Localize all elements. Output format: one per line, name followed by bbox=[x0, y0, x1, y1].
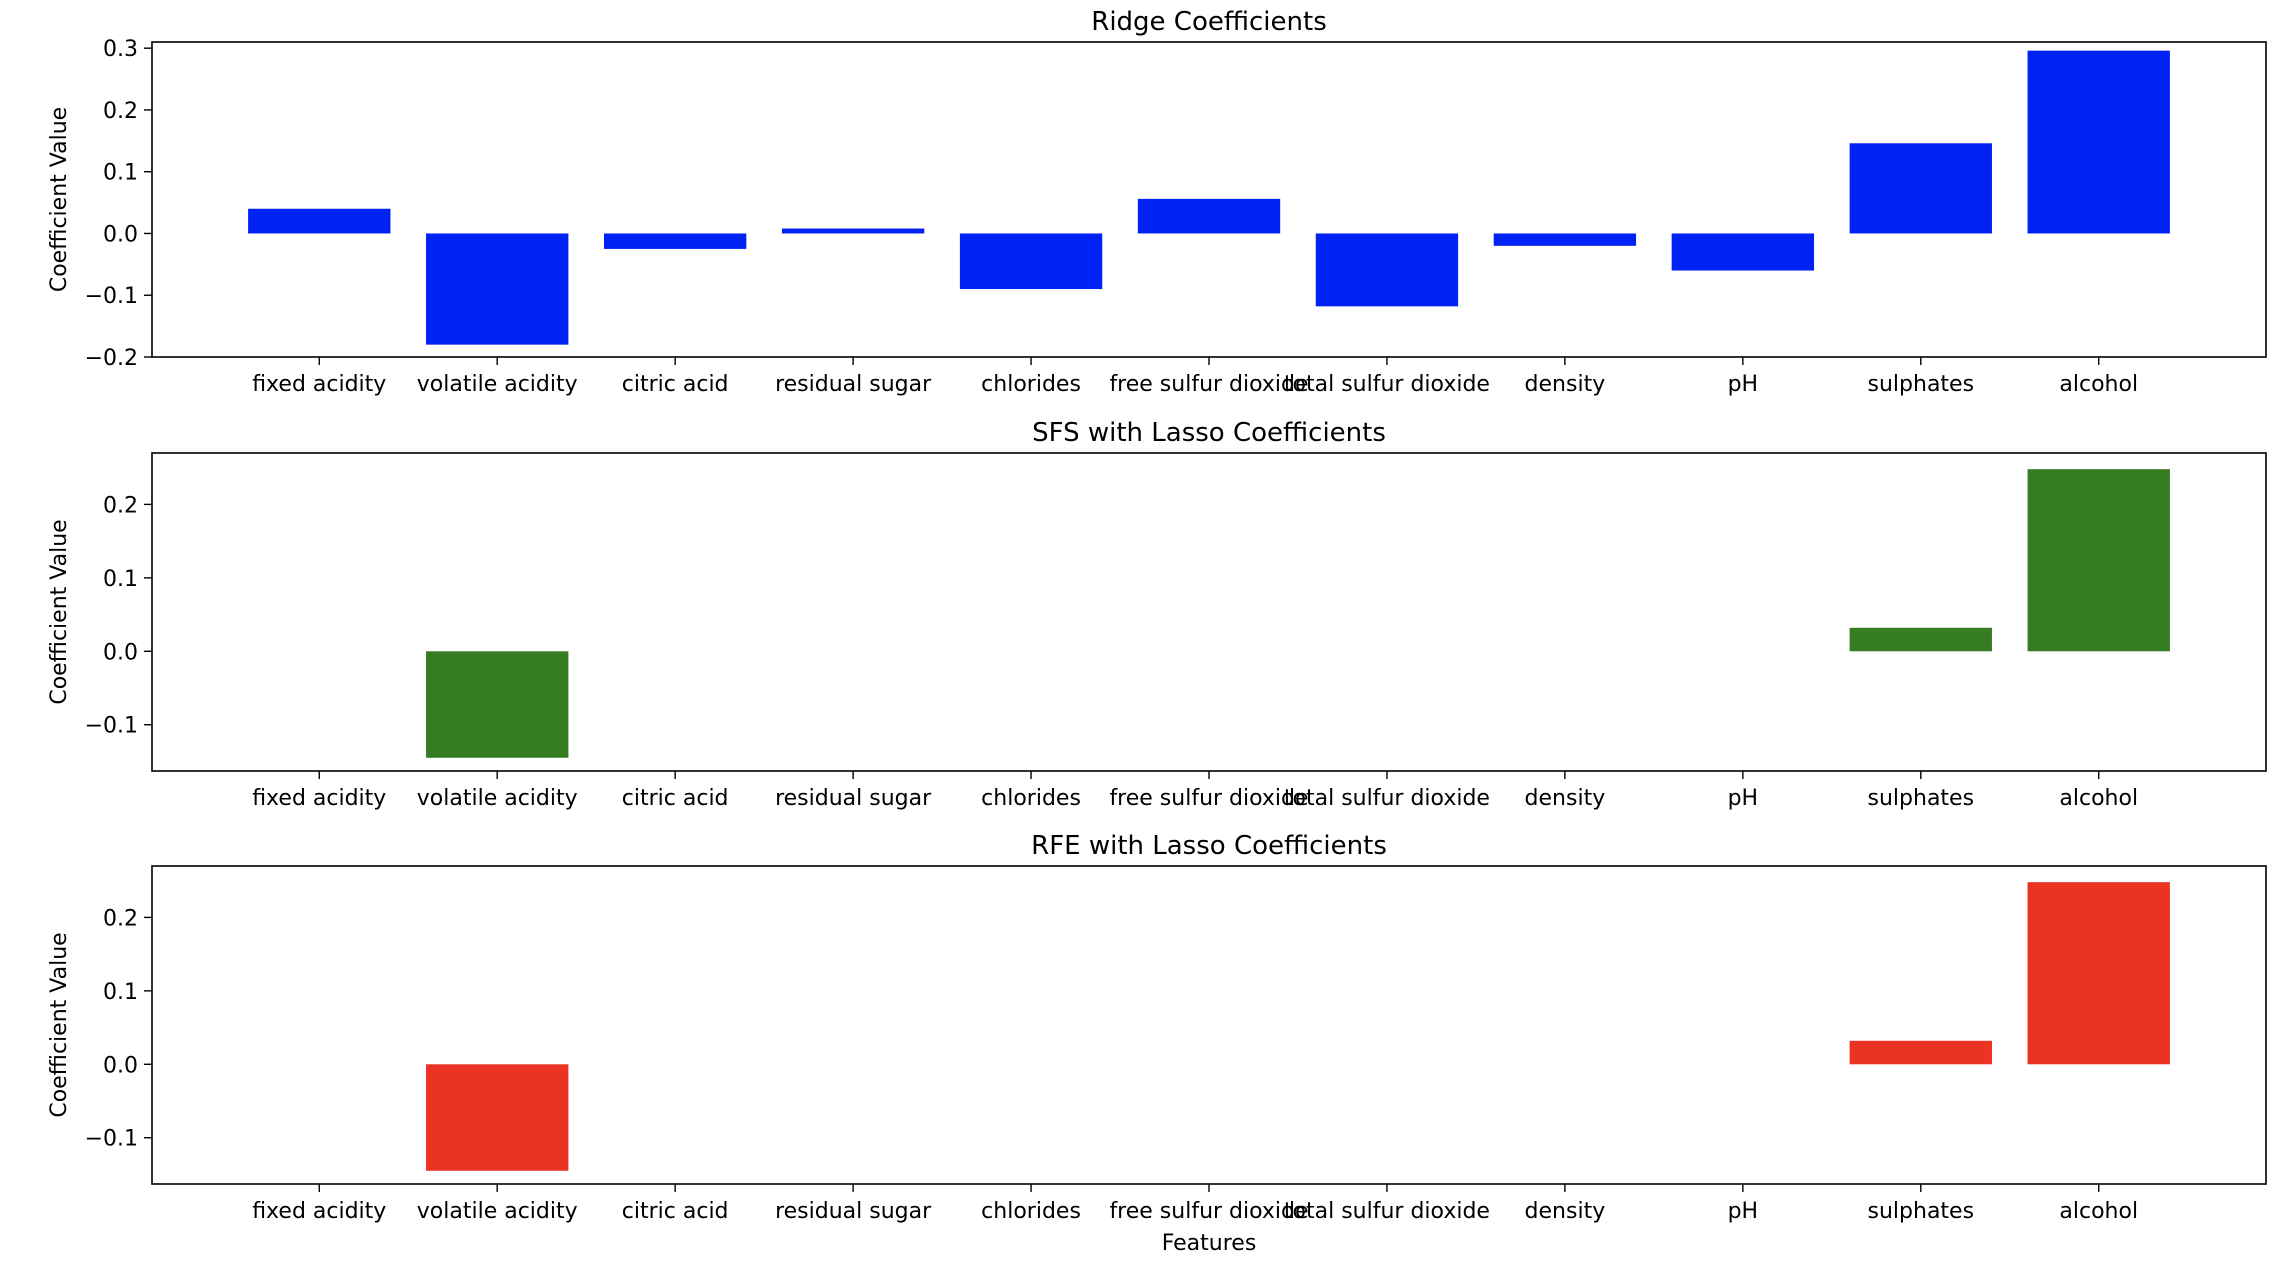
x-tick-label: free sulfur dioxide bbox=[1109, 1199, 1308, 1224]
chart-title: SFS with Lasso Coefficients bbox=[1032, 418, 1386, 448]
bar-chlorides bbox=[959, 233, 1103, 290]
bar-free-sulfur-dioxide bbox=[1137, 198, 1281, 234]
x-tick-label: volatile acidity bbox=[417, 1199, 578, 1224]
x-tick-label: residual sugar bbox=[775, 786, 932, 811]
x-tick-label: free sulfur dioxide bbox=[1109, 786, 1308, 811]
x-tick-label: volatile acidity bbox=[417, 372, 578, 397]
x-tick-label: density bbox=[1525, 786, 1606, 811]
x-tick-label: fixed acidity bbox=[252, 1199, 386, 1224]
x-tick-label: pH bbox=[1728, 372, 1759, 397]
x-tick-label: alcohol bbox=[2059, 1199, 2138, 1224]
x-tick-label: pH bbox=[1728, 1199, 1759, 1224]
bar-sulphates bbox=[1849, 143, 1992, 234]
bar-citric-acid bbox=[603, 233, 747, 249]
y-tick-label: 0.0 bbox=[103, 222, 138, 247]
x-tick-label: density bbox=[1525, 1199, 1606, 1224]
bar-residual-sugar bbox=[781, 228, 925, 234]
x-tick-label: chlorides bbox=[981, 786, 1081, 811]
bar-fixed-acidity bbox=[248, 208, 391, 234]
bar-alcohol bbox=[2027, 50, 2170, 234]
x-tick-label: sulphates bbox=[1868, 372, 1975, 397]
y-tick-label: −0.1 bbox=[85, 714, 138, 739]
chart-panel-1: −0.2 −0.1 0.0 0.1 0.2 0.3 fixed acidity volatil… bbox=[47, 7, 2267, 397]
y-tick-label: 0.1 bbox=[103, 161, 138, 186]
x-tick-label: fixed acidity bbox=[252, 786, 386, 811]
bar-total-sulfur-dioxide bbox=[1315, 233, 1459, 307]
x-tick-label: citric acid bbox=[622, 372, 729, 397]
x-tick-label: free sulfur dioxide bbox=[1109, 372, 1308, 397]
y-tick-label: −0.2 bbox=[85, 346, 138, 371]
y-tick-label: 0.2 bbox=[103, 99, 138, 124]
y-tick-label: 0.1 bbox=[103, 567, 138, 592]
x-tick-label: sulphates bbox=[1868, 786, 1975, 811]
bar-volatile-acidity bbox=[426, 233, 569, 345]
chart-title: RFE with Lasso Coefficients bbox=[1031, 831, 1387, 861]
x-tick-label: alcohol bbox=[2059, 786, 2138, 811]
y-axis-label: Coefficient Value bbox=[47, 107, 72, 292]
bar-sulphates bbox=[1849, 627, 1992, 652]
x-tick-label: volatile acidity bbox=[417, 786, 578, 811]
x-tick-label: total sulfur dioxide bbox=[1284, 786, 1490, 811]
bar-sulphates bbox=[1849, 1040, 1992, 1065]
y-tick-label: 0.1 bbox=[103, 980, 138, 1005]
x-tick-label: sulphates bbox=[1868, 1199, 1975, 1224]
x-tick-label: density bbox=[1525, 372, 1606, 397]
bar-alcohol bbox=[2027, 882, 2170, 1065]
x-tick-label: total sulfur dioxide bbox=[1284, 372, 1490, 397]
bar-density bbox=[1493, 233, 1637, 246]
bar-alcohol bbox=[2027, 469, 2170, 652]
y-axis-label: Coefficient Value bbox=[47, 519, 72, 704]
x-tick-label: pH bbox=[1728, 786, 1759, 811]
x-tick-label: alcohol bbox=[2059, 372, 2138, 397]
y-tick-label: −0.1 bbox=[85, 284, 138, 309]
chart-panel-3: −0.1 0.0 0.1 0.2 fixed acidity volatile acidi… bbox=[47, 831, 2267, 1256]
x-tick-label: residual sugar bbox=[775, 372, 932, 397]
y-tick-label: 0.2 bbox=[103, 906, 138, 931]
chart-title: Ridge Coefficients bbox=[1091, 7, 1327, 37]
x-tick-label: residual sugar bbox=[775, 1199, 932, 1224]
y-tick-label: 0.3 bbox=[103, 37, 138, 62]
x-axis-label: Features bbox=[1162, 1231, 1257, 1256]
y-tick-label: 0.0 bbox=[103, 1053, 138, 1078]
chart-panel-2: −0.1 0.0 0.1 0.2 fixed acidity volatile acidi… bbox=[47, 418, 2267, 811]
bar-volatile-acidity bbox=[426, 651, 569, 758]
x-tick-label: citric acid bbox=[622, 786, 729, 811]
x-tick-label: fixed acidity bbox=[252, 372, 386, 397]
y-tick-label: −0.1 bbox=[85, 1127, 138, 1152]
bar-pH bbox=[1671, 233, 1815, 271]
bar-volatile-acidity bbox=[426, 1064, 569, 1171]
x-tick-label: citric acid bbox=[622, 1199, 729, 1224]
y-tick-label: 0.0 bbox=[103, 640, 138, 665]
x-tick-label: total sulfur dioxide bbox=[1284, 1199, 1490, 1224]
y-tick-label: 0.2 bbox=[103, 493, 138, 518]
y-axis-label: Coefficient Value bbox=[47, 932, 72, 1117]
x-tick-label: chlorides bbox=[981, 372, 1081, 397]
x-tick-label: chlorides bbox=[981, 1199, 1081, 1224]
